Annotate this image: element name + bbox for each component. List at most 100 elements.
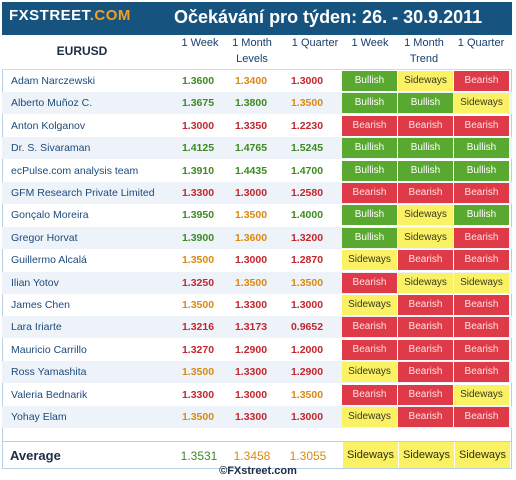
level-1quarter: 1.3500 (290, 276, 324, 289)
table-row: Mauricio Carrillo 1.3270 1.2900 1.2000 Beari… (2, 339, 512, 361)
column-header: EURUSD 1 Week 1 Month 1 Quarter Levels 1… (2, 35, 512, 70)
analyst-name: Valeria Bednarik (11, 388, 88, 401)
level-1month: 1.3000 (234, 254, 268, 267)
level-1month: 1.3300 (234, 411, 268, 423)
level-1quarter: 1.2000 (290, 343, 324, 356)
analyst-name: Lara Iriarte (11, 321, 62, 334)
table-row: GFM Research Private Limited 1.3300 1.3000… (2, 182, 512, 204)
level-1week: 1.3950 (181, 209, 215, 222)
trend-1week: Bearish (342, 339, 397, 360)
trend-1week: Bearish (342, 115, 397, 136)
analyst-name: Adam Narczewski (11, 75, 96, 87)
average-trend-1quarter: Sideways (455, 442, 510, 468)
page-title: Očekávání pro týden: 26. - 30.9.2011 (174, 7, 483, 27)
trend-1quarter: Bearish (454, 362, 509, 383)
level-1week: 1.3500 (181, 299, 215, 311)
trend-1quarter: Bullish (454, 160, 509, 181)
col-1quarter-trend: 1 Quarter (457, 37, 505, 49)
level-1week: 1.3216 (181, 321, 215, 334)
level-1month: 1.3173 (234, 321, 268, 334)
trend-1month: Bearish (398, 250, 453, 271)
table-row: Alberto Muñoz C. 1.3675 1.3800 1.3500 Bullis… (2, 92, 512, 115)
level-1quarter: 1.3500 (290, 388, 324, 401)
trend-1quarter: Bearish (454, 250, 509, 271)
trend-1month: Sideways (398, 272, 453, 293)
analyst-name: Ilian Yotov (11, 276, 59, 289)
trend-1month: Bearish (398, 384, 453, 405)
level-1week: 1.3500 (181, 366, 215, 379)
copyright: ©FXstreet.com (219, 465, 297, 477)
trend-1month: Bearish (398, 317, 453, 338)
trend-group-label: Trend (409, 53, 439, 65)
analyst-name: Anton Kolganov (11, 119, 86, 132)
trend-1month: Sideways (398, 227, 453, 248)
table-row: Ross Yamashita 1.3500 1.3300 1.2900 Sideways… (2, 361, 512, 384)
level-1week: 1.3500 (181, 411, 215, 423)
level-1month: 1.3800 (234, 97, 268, 110)
levels-group-label: Levels (236, 53, 268, 65)
level-1week: 1.3500 (181, 254, 215, 267)
trend-1month: Sideways (398, 205, 453, 226)
trend-1month: Bearish (398, 339, 453, 360)
trend-1week: Bullish (342, 205, 397, 226)
level-1month: 1.3300 (234, 366, 268, 379)
col-1quarter-level: 1 Quarter (291, 37, 339, 49)
table-row: Dr. S. Sivaraman 1.4125 1.4765 1.5245 Bullis… (2, 137, 512, 160)
table-row: Anton Kolganov 1.3000 1.3350 1.2230 Bearish B… (2, 115, 512, 137)
level-1quarter: 1.3000 (290, 75, 324, 87)
trend-1month: Bearish (398, 407, 453, 427)
analyst-name: Gonçalo Moreira (11, 209, 89, 222)
trend-1quarter: Bearish (454, 71, 509, 91)
trend-1week: Bullish (342, 71, 397, 91)
level-1quarter: 1.5245 (290, 142, 324, 155)
level-1month: 1.2900 (234, 343, 268, 356)
level-1week: 1.3600 (181, 75, 215, 87)
level-1quarter: 1.4700 (290, 164, 324, 177)
table-row: James Chen 1.3500 1.3300 1.3000 Sideways Bear… (2, 294, 512, 316)
trend-1week: Bearish (342, 272, 397, 293)
analyst-name: ecPulse.com analysis team (11, 164, 139, 177)
level-1month: 1.3500 (234, 209, 268, 222)
table-row: Gonçalo Moreira 1.3950 1.3500 1.4000 Bullish… (2, 204, 512, 226)
trend-1week: Bearish (342, 317, 397, 338)
trend-1quarter: Bullish (454, 138, 509, 159)
analyst-name: GFM Research Private Limited (11, 187, 155, 199)
average-label: Average (10, 448, 61, 463)
trend-1month: Bullish (398, 160, 453, 181)
level-1month: 1.3500 (234, 276, 268, 289)
level-1month: 1.3400 (234, 75, 268, 87)
level-1month: 1.3600 (234, 231, 268, 244)
col-1week-trend: 1 Week (351, 37, 389, 49)
average-trend-1month: Sideways (399, 442, 454, 468)
level-1week: 1.3900 (181, 231, 215, 244)
level-1quarter: 1.2900 (290, 366, 324, 379)
trend-1month: Bearish (398, 362, 453, 383)
trend-1quarter: Sideways (454, 93, 509, 114)
trend-1week: Bullish (342, 93, 397, 114)
level-1month: 1.4435 (234, 164, 268, 177)
trend-1month: Bearish (398, 183, 453, 203)
trend-1quarter: Bearish (454, 317, 509, 338)
analyst-name: Dr. S. Sivaraman (11, 142, 91, 155)
level-1week: 1.3250 (181, 276, 215, 289)
analyst-name: Guillermo Alcalá (11, 254, 87, 267)
trend-1month: Bearish (398, 295, 453, 315)
pair-label: EURUSD (56, 44, 108, 58)
average-trend-1week: Sideways (343, 442, 398, 468)
level-1quarter: 1.2230 (290, 119, 324, 132)
level-1month: 1.3000 (234, 187, 268, 199)
level-1quarter: 1.2580 (290, 187, 324, 199)
table-row: Valeria Bednarik 1.3300 1.3000 1.3500 Bearis… (2, 384, 512, 406)
trend-1quarter: Bearish (454, 295, 509, 315)
trend-1week: Sideways (342, 250, 397, 271)
col-1month-trend: 1 Month (404, 37, 444, 49)
trend-1quarter: Bullish (454, 205, 509, 226)
trend-1month: Bullish (398, 93, 453, 114)
level-1week: 1.4125 (181, 142, 215, 155)
trend-1quarter: Sideways (454, 272, 509, 293)
analyst-name: Gregor Horvat (11, 231, 78, 244)
average-1quarter: 1.3055 (289, 449, 327, 463)
analyst-name: Yohay Elam (11, 411, 67, 423)
table-row: Ilian Yotov 1.3250 1.3500 1.3500 Bearish Side… (2, 271, 512, 294)
table-row: ecPulse.com analysis team 1.3910 1.4435 1.4… (2, 160, 512, 182)
